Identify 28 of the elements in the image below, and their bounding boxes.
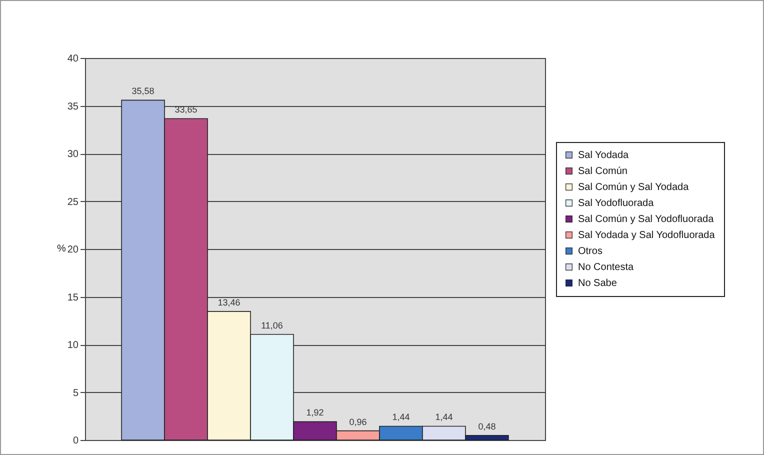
y-tick-label: 5 [72,388,79,399]
y-tick-label: 15 [67,292,79,304]
y-tick-label: 35 [67,101,79,112]
data-label: 0,96 [349,416,367,427]
data-label: 1,44 [435,412,453,422]
y-tick-label: 25 [67,196,79,208]
legend-label: Sal Yodofluorada [578,198,654,209]
y-axis-title: % [57,244,66,254]
y-tick-label: 40 [67,54,79,64]
legend-label: Sal Común y Sal Yodada [578,182,690,193]
data-label: 11,06 [261,320,283,330]
y-tick-label: 20 [67,244,79,256]
y-tick-label: 30 [67,149,79,160]
legend-label: Sal Común [578,166,628,177]
y-tick-label: 10 [67,340,79,351]
data-label: 1,44 [392,412,410,422]
data-label: 0,48 [478,421,496,432]
legend-label: Otros [578,246,602,257]
data-label: 33,65 [174,104,198,115]
legend-label: Sal Yodada y Sal Yodofluorada [578,230,716,241]
data-label: 1,92 [306,408,324,418]
legend-label: Sal Común y Sal Yodofluorada [578,214,714,225]
data-label: 35,58 [132,86,154,96]
data-label: 13,46 [218,297,240,308]
y-tick-label: 0 [72,436,79,446]
legend-label: No Contesta [578,262,634,273]
legend-label: Sal Yodada [578,150,630,161]
legend-label: No Sabe [578,278,618,289]
